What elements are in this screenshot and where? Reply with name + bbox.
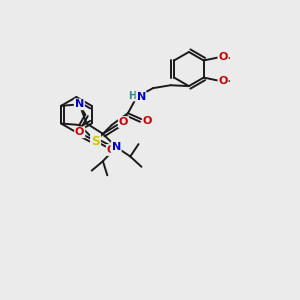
Text: N: N (75, 99, 84, 110)
Text: O: O (218, 76, 228, 86)
Text: N: N (112, 142, 121, 152)
Text: O: O (218, 52, 228, 62)
Text: N: N (136, 92, 146, 102)
Text: H: H (128, 91, 136, 100)
Text: O: O (107, 145, 116, 155)
Text: O: O (75, 127, 84, 137)
Text: O: O (143, 116, 152, 126)
Text: S: S (91, 135, 100, 148)
Text: O: O (119, 117, 128, 127)
